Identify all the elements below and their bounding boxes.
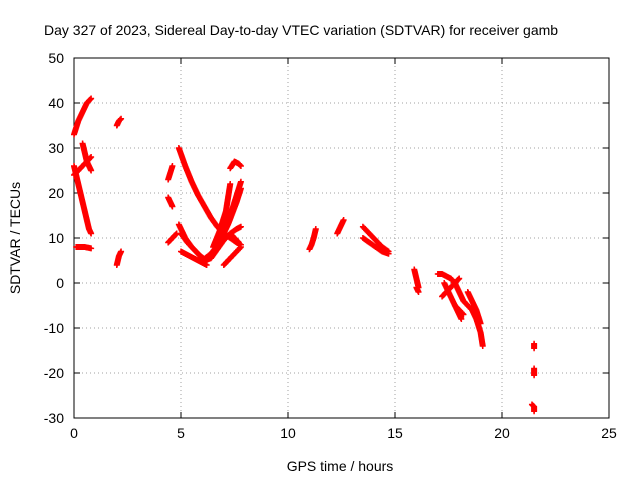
data-point (88, 230, 95, 237)
data-point (227, 181, 234, 187)
data-point (312, 226, 319, 232)
data-point (169, 163, 176, 169)
x-axis-label: GPS time / hours (287, 458, 394, 474)
data-point (458, 316, 465, 322)
y-tick-label: 40 (48, 95, 64, 111)
data-point (237, 163, 244, 169)
data-point (340, 217, 347, 223)
data-point (118, 248, 125, 255)
y-tick-label: -30 (44, 410, 64, 426)
x-tick-label: 0 (70, 425, 78, 441)
y-axis-label: SDTVAR / TECUs (7, 182, 23, 294)
y-tick-label: -10 (44, 320, 64, 336)
data-point (237, 223, 244, 230)
y-tick-labels: 50 40 30 20 10 0 -10 -20 -30 (44, 50, 64, 426)
data-point (88, 167, 95, 174)
y-tick-label: -20 (44, 365, 64, 381)
x-tick-label: 20 (494, 425, 510, 441)
data-point (531, 345, 538, 352)
chart-title: Day 327 of 2023, Sidereal Day-to-day VTE… (44, 22, 558, 38)
data-point (237, 178, 244, 185)
data-point (169, 203, 176, 210)
y-tick-label: 50 (48, 50, 64, 66)
data-point (118, 115, 125, 122)
data-point (235, 239, 242, 246)
data-point (531, 408, 538, 415)
y-tick-label: 20 (48, 185, 64, 201)
data-point (237, 244, 244, 250)
data-point (88, 245, 95, 252)
y-tick-label: 30 (48, 140, 64, 156)
data-point (203, 262, 210, 268)
grid-lines (74, 58, 609, 418)
data-point (385, 250, 392, 257)
x-tick-label: 5 (177, 425, 185, 441)
axis-ticks (73, 57, 610, 419)
data-point (415, 289, 422, 295)
y-tick-label: 10 (48, 230, 64, 246)
data-point (237, 185, 244, 192)
x-tick-label: 15 (387, 425, 403, 441)
data-point (88, 95, 95, 102)
data-point (477, 320, 484, 327)
data-points (71, 95, 538, 415)
x-tick-label: 25 (601, 425, 617, 441)
x-tick-label: 10 (280, 425, 296, 441)
data-point (479, 343, 486, 349)
data-point (456, 275, 463, 282)
x-tick-labels: 0 5 10 15 20 25 (70, 425, 617, 441)
data-point (460, 311, 467, 318)
data-point (88, 154, 95, 160)
data-point (531, 372, 538, 379)
y-tick-label: 0 (56, 275, 64, 291)
